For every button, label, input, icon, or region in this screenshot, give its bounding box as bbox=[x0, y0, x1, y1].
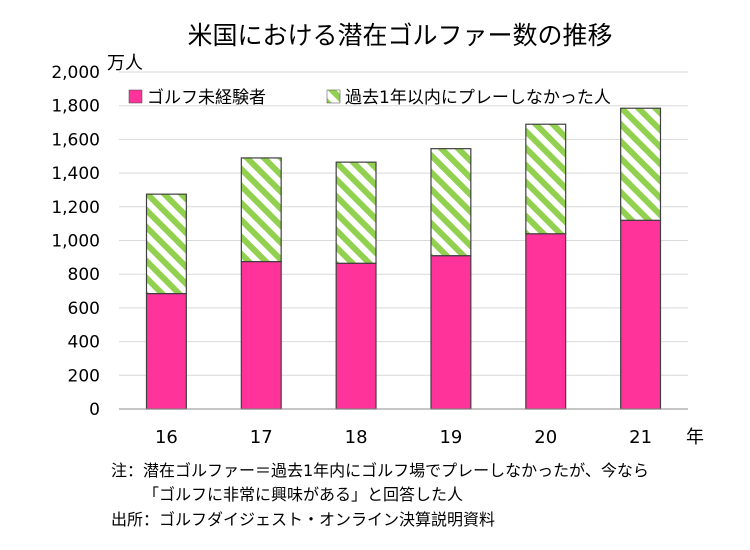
x-tick-label: 16 bbox=[155, 427, 178, 448]
x-tick-label: 19 bbox=[439, 427, 462, 448]
x-axis-ticks: 16 17 18 19 20 21 bbox=[155, 427, 652, 448]
source-note: 出所：ゴルフダイジェスト・オンライン決算説明資料 bbox=[111, 510, 495, 529]
bar-golf-inexperienced bbox=[145, 292, 187, 410]
legend-swatch-golf-inexperienced bbox=[128, 89, 143, 104]
y-tick-label: 800 bbox=[68, 265, 100, 285]
bar-no-play-past-year bbox=[240, 157, 282, 263]
x-tick-label: 18 bbox=[345, 427, 368, 448]
bar-no-play-past-year bbox=[430, 148, 472, 257]
y-axis-ticks: 0 200 400 600 800 1,000 1,200 1,400 1,600 1,800 2,… bbox=[51, 63, 100, 420]
note-line-2: 「ゴルフに非常に興味がある」と回答した人 bbox=[143, 485, 463, 504]
y-tick-label: 0 bbox=[89, 400, 100, 420]
y-tick-label: 2,000 bbox=[51, 63, 100, 83]
y-tick-label: 1,800 bbox=[51, 97, 100, 117]
y-tick-label: 400 bbox=[68, 333, 100, 353]
y-axis-unit-label: 万人 bbox=[107, 53, 143, 74]
x-tick-label: 20 bbox=[534, 427, 557, 448]
y-tick-label: 1,600 bbox=[51, 130, 100, 150]
bar-golf-inexperienced bbox=[525, 233, 567, 410]
bar-no-play-past-year bbox=[620, 107, 662, 221]
chart-title: 米国における潜在ゴルファー数の推移 bbox=[187, 21, 612, 50]
legend-swatch-no-play-past-year bbox=[326, 89, 341, 104]
y-tick-label: 600 bbox=[68, 299, 100, 319]
note-line-1: 注：潜在ゴルファー＝過去1年内にゴルフ場でプレーしなかったが、今なら bbox=[111, 461, 649, 480]
bar-no-play-past-year bbox=[525, 123, 567, 235]
y-tick-label: 1,400 bbox=[51, 164, 100, 184]
y-tick-label: 200 bbox=[68, 366, 100, 386]
bar-golf-inexperienced bbox=[430, 255, 472, 410]
bars bbox=[145, 107, 662, 410]
bar-golf-inexperienced bbox=[335, 262, 377, 410]
legend-label-no-play-past-year: 過去1年以内にプレーしなかった人 bbox=[345, 88, 611, 108]
legend-label-golf-inexperienced: ゴルフ未経験者 bbox=[147, 87, 266, 108]
bar-golf-inexperienced bbox=[620, 219, 662, 410]
bar-golf-inexperienced bbox=[240, 260, 282, 410]
y-tick-label: 1,200 bbox=[51, 198, 100, 218]
bar-no-play-past-year bbox=[335, 161, 377, 264]
y-tick-label: 1,000 bbox=[51, 232, 100, 252]
x-tick-label: 21 bbox=[629, 427, 652, 448]
legend: ゴルフ未経験者 過去1年以内にプレーしなかった人 bbox=[128, 87, 611, 108]
bar-no-play-past-year bbox=[145, 193, 187, 295]
x-tick-label: 17 bbox=[250, 427, 273, 448]
x-axis-unit-label: 年 bbox=[686, 427, 704, 448]
gridlines bbox=[119, 71, 688, 376]
